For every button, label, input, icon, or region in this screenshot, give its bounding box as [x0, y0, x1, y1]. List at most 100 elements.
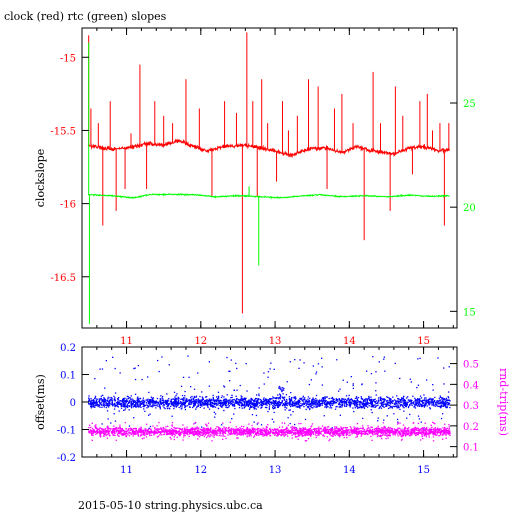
scatter-point: [91, 433, 93, 435]
scatter-point: [290, 414, 292, 416]
scatter-point: [439, 395, 441, 397]
scatter-point: [154, 427, 156, 429]
scatter-point: [342, 379, 344, 381]
scatter-point: [147, 431, 150, 433]
scatter-point: [117, 398, 119, 400]
scatter-point: [233, 405, 236, 407]
scatter-point: [267, 402, 270, 404]
scatter-point: [122, 399, 124, 402]
scatter-point: [295, 403, 297, 405]
scatter-point: [316, 430, 318, 432]
scatter-point: [416, 387, 418, 389]
scatter-point: [435, 429, 437, 431]
scatter-point: [416, 399, 418, 401]
scatter-point: [385, 434, 387, 436]
scatter-point: [139, 398, 142, 400]
scatter-point: [383, 398, 386, 401]
scatter-point: [342, 434, 344, 436]
scatter-point: [128, 428, 130, 430]
scatter-point: [272, 429, 274, 431]
scatter-point: [422, 428, 424, 430]
scatter-point: [422, 404, 424, 407]
scatter-point: [168, 407, 170, 409]
scatter-point: [242, 399, 244, 401]
scatter-point: [244, 400, 247, 402]
scatter-point: [123, 402, 125, 404]
scatter-point: [412, 395, 414, 397]
scatter-point: [284, 432, 286, 434]
scatter-point: [269, 368, 271, 370]
scatter-point: [94, 426, 96, 428]
scatter-point: [181, 407, 183, 409]
scatter-point: [315, 371, 318, 373]
scatter-point: [446, 430, 448, 432]
scatter-point: [225, 428, 227, 431]
scatter-point: [303, 428, 305, 431]
scatter-point: [351, 430, 353, 432]
scatter-point: [383, 431, 385, 433]
scatter-point: [311, 403, 314, 405]
scatter-point: [235, 426, 237, 428]
scatter-point: [208, 433, 210, 435]
scatter-point: [355, 436, 357, 438]
scatter-point: [237, 433, 239, 435]
scatter-point: [214, 403, 216, 405]
scatter-point: [218, 428, 220, 430]
scatter-point: [327, 402, 330, 404]
scatter-point: [392, 396, 394, 398]
scatter-point: [292, 404, 294, 407]
scatter-point: [203, 435, 205, 438]
scatter-point: [219, 430, 221, 432]
scatter-point: [223, 396, 225, 398]
scatter-point: [340, 401, 342, 403]
scatter-point: [370, 409, 372, 411]
scatter-point: [280, 430, 282, 432]
scatter-point: [206, 430, 209, 432]
scatter-point: [290, 432, 292, 434]
scatter-point: [173, 430, 175, 432]
scatter-point: [196, 427, 198, 429]
scatter-point: [323, 430, 325, 432]
scatter-point: [283, 399, 285, 401]
scatter-point: [99, 406, 101, 408]
scatter-point: [448, 404, 450, 406]
scatter-point: [139, 401, 141, 403]
scatter-point: [260, 399, 262, 402]
scatter-point: [300, 429, 303, 432]
scatter-point: [97, 405, 99, 407]
scatter-point: [293, 428, 296, 430]
scatter-point: [227, 427, 230, 429]
scatter-point: [341, 405, 344, 407]
scatter-point: [251, 399, 253, 401]
scatter-point: [321, 384, 323, 386]
scatter-point: [425, 397, 427, 399]
scatter-point: [406, 417, 408, 419]
scatter-point: [156, 397, 159, 400]
scatter-point: [104, 400, 106, 403]
scatter-point: [192, 406, 194, 409]
scatter-point: [437, 405, 439, 407]
scatter-point: [232, 405, 234, 407]
scatter-point: [403, 434, 405, 437]
scatter-point: [357, 433, 359, 435]
scatter-point: [272, 432, 274, 435]
scatter-point: [271, 398, 273, 400]
scatter-point: [272, 408, 274, 410]
scatter-point: [94, 397, 96, 400]
scatter-point: [164, 430, 166, 432]
scatter-point: [407, 396, 409, 398]
scatter-point: [276, 428, 279, 430]
scatter-point: [260, 432, 262, 435]
scatter-point: [349, 404, 351, 407]
scatter-point: [407, 401, 409, 403]
scatter-point: [358, 401, 360, 403]
scatter-point: [273, 411, 275, 414]
scatter-point: [201, 429, 203, 431]
scatter-point: [440, 429, 442, 432]
scatter-point: [339, 406, 341, 408]
scatter-point: [88, 427, 90, 429]
scatter-point: [130, 398, 132, 400]
scatter-point: [195, 428, 197, 430]
scatter-point: [219, 428, 221, 430]
scatter-point: [114, 400, 116, 402]
